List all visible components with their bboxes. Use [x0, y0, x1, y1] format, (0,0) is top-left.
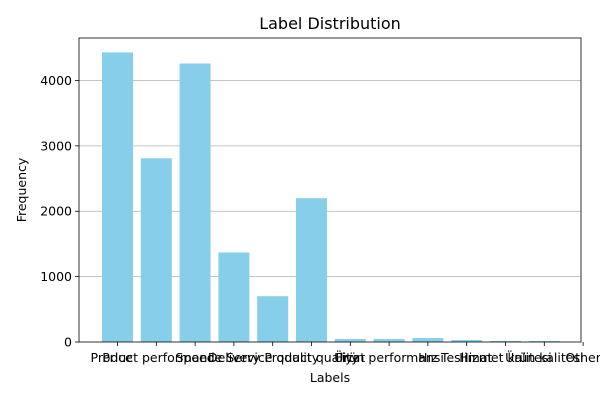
x-tick-label: Speed — [176, 350, 215, 365]
bar — [102, 52, 133, 342]
bar — [296, 198, 327, 342]
x-tick-label: Product performance — [91, 350, 223, 365]
x-tick-label: Product quality — [264, 350, 359, 365]
bar — [334, 339, 366, 342]
y-tick-label: 0 — [64, 335, 72, 350]
bar — [179, 63, 211, 343]
x-tick-label: Delivery — [208, 350, 260, 365]
x-tick-label: Hizmet kalitesi — [459, 350, 551, 365]
bar — [257, 296, 289, 342]
y-tick-label: 1000 — [40, 269, 72, 284]
bar — [140, 158, 172, 342]
x-tick-label: Price — [102, 350, 133, 365]
bar — [218, 252, 250, 342]
x-tick-label: Ürün performansı — [334, 349, 444, 365]
x-tick-label: Hız — [418, 350, 438, 365]
x-axis-label: Labels — [310, 370, 350, 385]
bar — [528, 341, 560, 342]
y-tick-label: 3000 — [40, 138, 72, 153]
y-tick-label: 2000 — [40, 204, 72, 219]
y-axis-label: Frequency — [14, 157, 29, 222]
chart-title: Label Distribution — [259, 14, 401, 33]
x-tick-label: Teslimat — [440, 350, 492, 365]
x-tick-label: Fiyat — [335, 350, 365, 365]
x-tick-label: Ürün kalitesi — [505, 349, 583, 365]
bar — [490, 341, 521, 342]
bar — [451, 340, 483, 342]
y-tick-label: 4000 — [40, 73, 72, 88]
x-tick-label: Other — [565, 350, 600, 365]
plot-frame — [78, 37, 582, 343]
bars — [102, 52, 560, 343]
x-tick-label: Service quality — [226, 350, 320, 365]
bar — [373, 339, 405, 342]
bar — [412, 338, 444, 342]
